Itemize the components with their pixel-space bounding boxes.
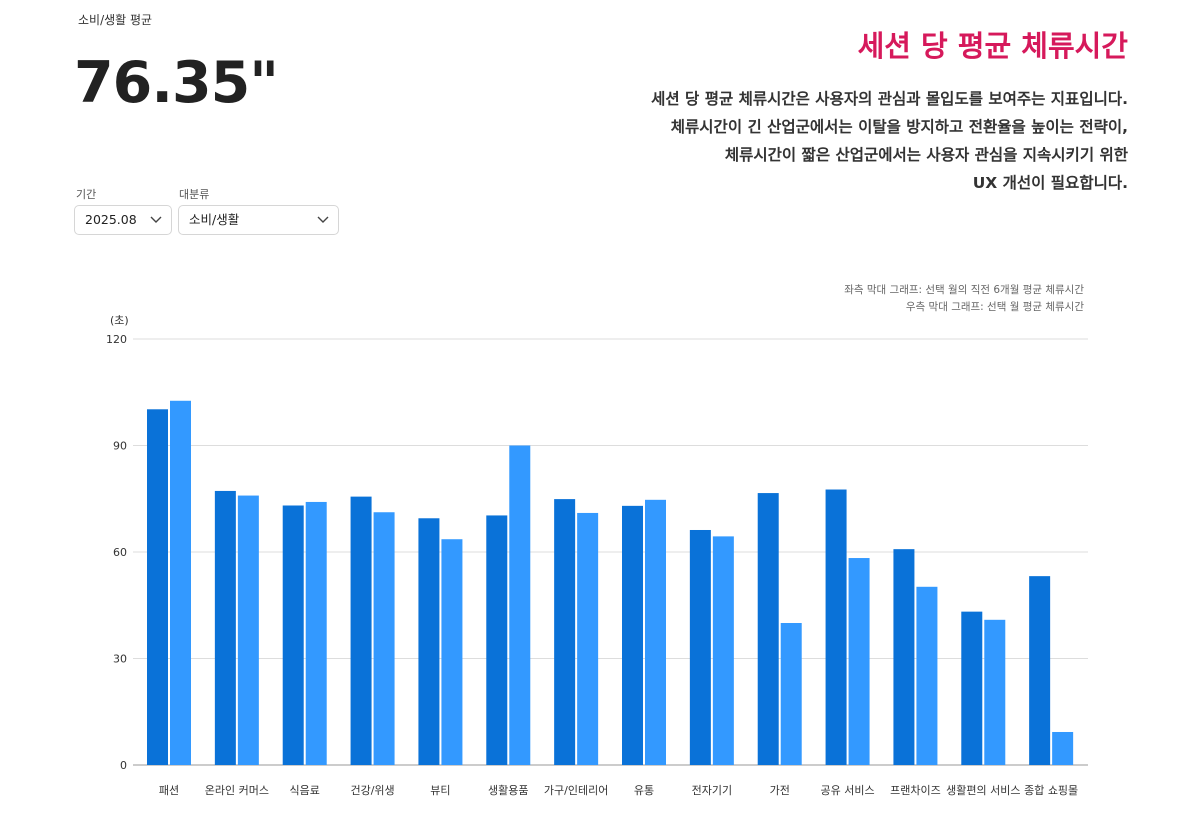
- info-line: 체류시간이 짧은 산업군에서는 사용자 관심을 지속시키기 위한: [724, 146, 1128, 164]
- x-tick-label: 종합 쇼핑몰: [1024, 784, 1078, 797]
- bar-prev6: [554, 499, 576, 765]
- bar-current: [848, 558, 870, 765]
- right-bar-note: 우측 막대 그래프: 선택 월 평균 체류시간: [905, 301, 1084, 313]
- bar-prev6: [622, 505, 643, 765]
- bar-current: [984, 619, 1006, 765]
- bar-current: [916, 586, 938, 765]
- category-value: 소비/생활: [189, 212, 240, 227]
- bar-current: [170, 400, 191, 765]
- bar-prev6: [1029, 576, 1051, 765]
- info-description: 세션 당 평균 체류시간은 사용자의 관심과 몰입도를 보여주는 지표입니다. …: [488, 85, 1128, 197]
- x-tick-label: 패션: [159, 784, 179, 797]
- y-tick-label: 90: [113, 440, 127, 453]
- left-bar-note: 좌측 막대 그래프: 선택 월의 직전 6개월 평균 체류시간: [844, 284, 1084, 296]
- period-select[interactable]: 2025.08: [74, 205, 172, 235]
- y-tick-label: 0: [120, 759, 127, 772]
- x-tick-label: 생활편의 서비스: [946, 783, 1020, 797]
- bar-current: [305, 501, 327, 765]
- bar-current: [509, 445, 531, 765]
- bar-current: [577, 512, 599, 765]
- period-value: 2025.08: [85, 212, 137, 227]
- bar-prev6: [486, 515, 508, 765]
- bar-current: [645, 499, 666, 765]
- bar-current: [780, 623, 802, 765]
- x-tick-label: 프랜차이즈: [890, 784, 941, 797]
- info-title: 세션 당 평균 체류시간: [857, 29, 1128, 63]
- average-value: 76.35": [74, 50, 279, 116]
- x-tick-label: 식음료: [290, 784, 320, 797]
- y-axis-label: (초): [110, 314, 129, 327]
- bar-prev6: [282, 505, 304, 765]
- y-tick-label: 60: [113, 546, 127, 559]
- bar-current: [1052, 731, 1074, 765]
- bar-current: [237, 495, 259, 765]
- y-tick-label: 120: [106, 333, 127, 346]
- info-line: 체류시간이 긴 산업군에서는 이탈을 방지하고 전환율을 높이는 전략이,: [670, 118, 1128, 136]
- bar-current: [441, 539, 463, 765]
- x-tick-label: 뷰티: [430, 784, 450, 797]
- bar-prev6: [757, 493, 779, 765]
- x-tick-label: 생활용품: [488, 783, 528, 797]
- bar-prev6: [893, 549, 915, 765]
- y-tick-label: 30: [113, 653, 127, 666]
- x-tick-label: 온라인 커머스: [205, 784, 269, 797]
- x-tick-label: 가구/인테리어: [544, 784, 608, 797]
- info-line: UX 개선이 필요합니다.: [972, 174, 1128, 192]
- period-label: 기간: [76, 188, 97, 201]
- bar-current: [712, 536, 734, 765]
- bar-prev6: [961, 611, 983, 765]
- summary-label: 소비/생활 평균: [78, 13, 153, 27]
- bar-prev6: [214, 490, 236, 765]
- bar-prev6: [350, 496, 372, 765]
- info-line: 세션 당 평균 체류시간은 사용자의 관심과 몰입도를 보여주는 지표입니다.: [651, 90, 1128, 108]
- x-tick-label: 가전: [770, 784, 790, 797]
- x-tick-label: 건강/위생: [350, 784, 394, 797]
- bar-prev6: [825, 489, 847, 765]
- bar-prev6: [689, 529, 711, 765]
- category-label: 대분류: [179, 188, 210, 201]
- x-tick-label: 전자기기: [692, 784, 732, 797]
- category-select[interactable]: 소비/생활: [178, 205, 339, 235]
- chevron-down-icon: [150, 216, 162, 223]
- chevron-down-icon: [317, 216, 329, 223]
- bar-current: [373, 512, 395, 765]
- bar-prev6: [147, 409, 168, 765]
- x-tick-label: 유통: [634, 784, 654, 797]
- x-tick-label: 공유 서비스: [821, 784, 875, 797]
- bar-prev6: [418, 518, 440, 765]
